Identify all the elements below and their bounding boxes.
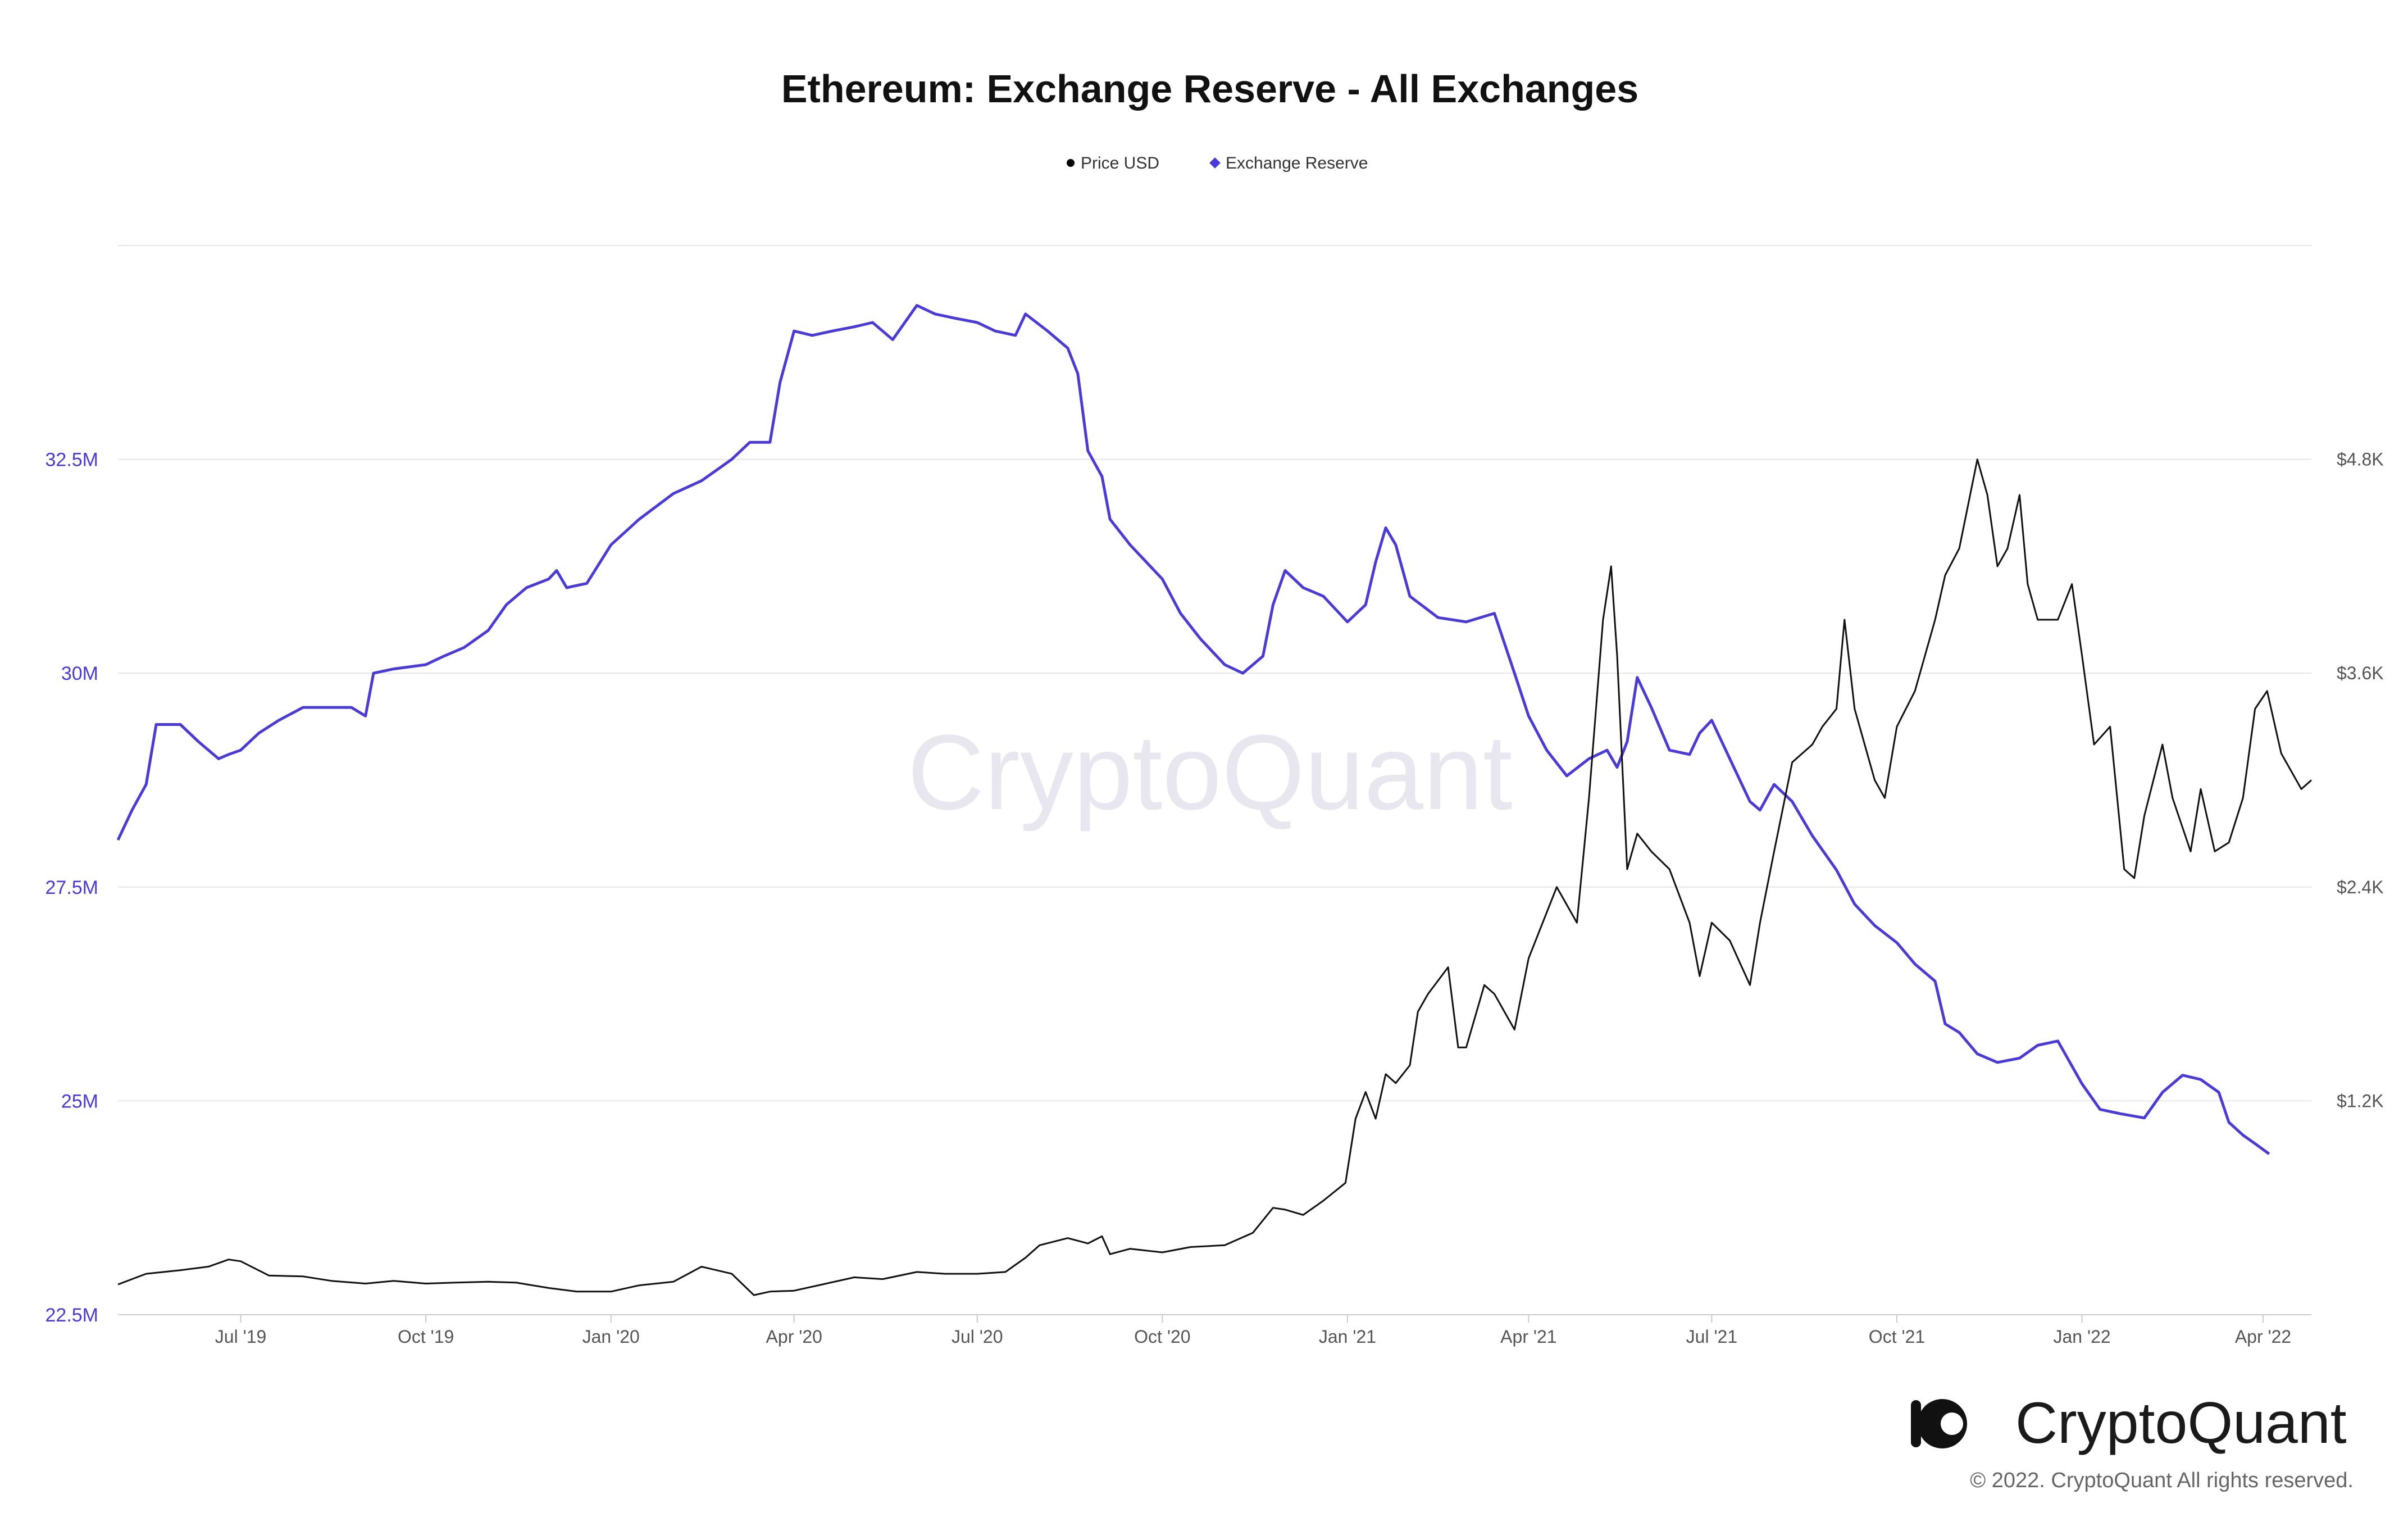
right-axis: $1.2K $2.4K $3.6K $4.8K bbox=[2337, 449, 2384, 1111]
legend-reserve-marker bbox=[1209, 157, 1221, 169]
x-tick-label: Jan '22 bbox=[2053, 1327, 2110, 1347]
y-right-tick-label: $3.6K bbox=[2337, 663, 2384, 683]
legend-price-marker bbox=[1067, 159, 1075, 167]
legend-price-label: Price USD bbox=[1081, 154, 1159, 172]
series-exchange-reserve-line bbox=[116, 304, 2270, 1155]
chart-title: Ethereum: Exchange Reserve - All Exchang… bbox=[781, 67, 1638, 111]
x-tick-label: Apr '21 bbox=[1500, 1327, 1556, 1347]
watermark: CryptoQuant bbox=[907, 713, 1512, 832]
y-left-tick-label: 30M bbox=[61, 663, 98, 684]
series-price-usd-line bbox=[117, 458, 2312, 1296]
x-tick-label: Jan '21 bbox=[1319, 1327, 1376, 1347]
left-axis: 22.5M 25M 27.5M 30M 32.5M bbox=[45, 449, 99, 1326]
x-tick-label: Apr '20 bbox=[766, 1327, 822, 1347]
cryptoquant-logo: CryptoQuant bbox=[1911, 1391, 2347, 1456]
y-right-tick-label: $4.8K bbox=[2337, 449, 2384, 470]
x-tick-label: Oct '19 bbox=[398, 1327, 454, 1347]
x-tick-label: Apr '22 bbox=[2235, 1327, 2291, 1347]
y-right-tick-label: $2.4K bbox=[2337, 877, 2384, 897]
copyright-text: © 2022. CryptoQuant All rights reserved. bbox=[1970, 1469, 2354, 1492]
x-tick-label: Jul '21 bbox=[1686, 1327, 1738, 1347]
x-tick-label: Jul '19 bbox=[215, 1327, 267, 1347]
x-axis: Jul '19 Oct '19 Jan '20 Apr '20 Jul '20 Oct '… bbox=[118, 1314, 2311, 1347]
legend-reserve-label: Exchange Reserve bbox=[1226, 154, 1368, 172]
y-left-tick-label: 27.5M bbox=[45, 877, 99, 898]
x-tick-label: Jul '20 bbox=[952, 1327, 1003, 1347]
logo-mark-bar bbox=[1911, 1400, 1921, 1447]
legend[interactable]: Price USD Exchange Reserve bbox=[1067, 154, 1368, 172]
brand-text: CryptoQuant bbox=[2015, 1391, 2347, 1456]
logo-mark-hole bbox=[1941, 1412, 1963, 1435]
y-left-tick-label: 25M bbox=[61, 1091, 98, 1112]
y-left-tick-label: 22.5M bbox=[45, 1305, 99, 1326]
y-left-tick-label: 32.5M bbox=[45, 449, 99, 471]
y-right-tick-label: $1.2K bbox=[2337, 1091, 2384, 1111]
x-tick-label: Oct '20 bbox=[1134, 1327, 1190, 1347]
x-tick-label: Oct '21 bbox=[1869, 1327, 1925, 1347]
x-tick-label: Jan '20 bbox=[582, 1327, 640, 1347]
